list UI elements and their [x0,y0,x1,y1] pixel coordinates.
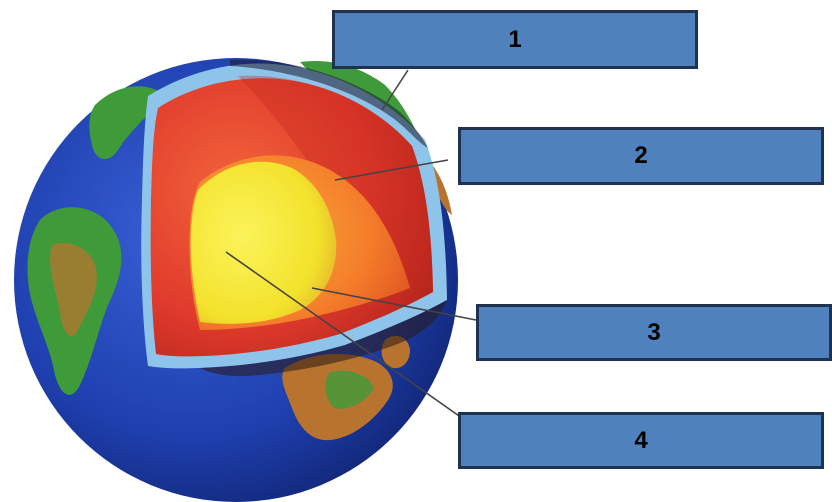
label-box-3: 3 [476,304,832,361]
cutaway-bottom-shadow [200,300,447,377]
continent-south-america-highlands [50,242,97,337]
label-text-3: 3 [647,318,661,346]
continent-north-america [89,86,165,160]
label-box-1: 1 [332,10,698,69]
label-text-2: 2 [634,142,648,169]
inner-core-layer [190,161,337,324]
label-text-1: 1 [508,25,522,53]
label-box-4: 4 [458,412,824,469]
leader-line-2 [334,159,449,181]
continent-africa-green [325,370,374,409]
crust-surface-band [230,59,428,149]
leader-line-4 [225,251,463,419]
leader-line-3 [311,287,477,321]
leader-line-1 [381,69,409,111]
label-text-4: 4 [634,426,648,454]
label-box-2: 2 [458,127,824,185]
